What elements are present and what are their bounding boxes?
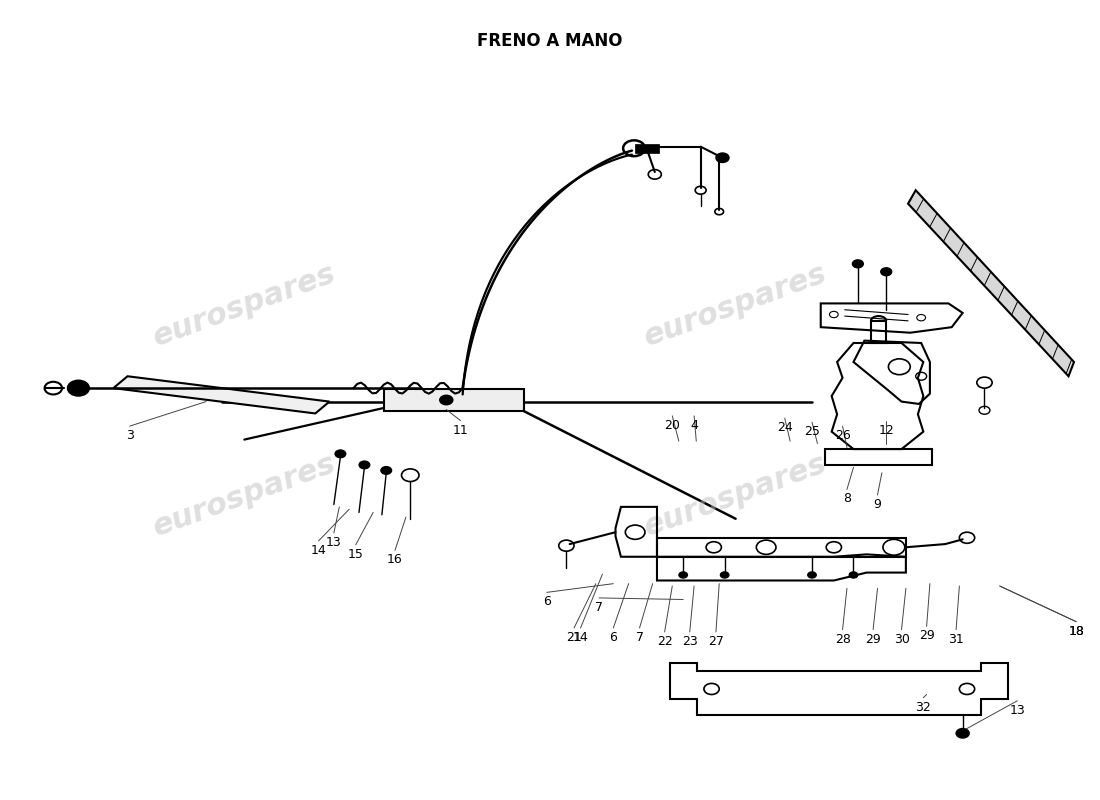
- Text: 11: 11: [452, 423, 469, 437]
- Circle shape: [881, 268, 892, 276]
- Circle shape: [440, 395, 453, 405]
- Text: 22: 22: [657, 635, 672, 648]
- Bar: [657, 538, 906, 557]
- Text: 18: 18: [1068, 625, 1085, 638]
- Text: 27: 27: [708, 635, 724, 648]
- Text: 31: 31: [948, 633, 964, 646]
- Circle shape: [849, 572, 858, 578]
- Circle shape: [359, 461, 370, 469]
- Circle shape: [679, 572, 688, 578]
- Text: 24: 24: [777, 422, 793, 434]
- Bar: [825, 449, 932, 465]
- Circle shape: [67, 380, 89, 396]
- Text: 23: 23: [682, 635, 697, 648]
- Text: 13: 13: [326, 536, 342, 549]
- Text: 13: 13: [1010, 704, 1025, 717]
- Polygon shape: [909, 190, 1074, 376]
- Text: 32: 32: [915, 701, 932, 714]
- Text: 29: 29: [918, 630, 935, 642]
- Text: 8: 8: [843, 493, 851, 506]
- Text: 21: 21: [566, 631, 582, 644]
- Circle shape: [807, 572, 816, 578]
- Circle shape: [720, 572, 729, 578]
- Circle shape: [852, 260, 864, 268]
- Text: 25: 25: [804, 425, 820, 438]
- Text: 3: 3: [125, 429, 133, 442]
- Circle shape: [716, 153, 729, 162]
- Text: 6: 6: [609, 631, 617, 644]
- Text: eurospares: eurospares: [640, 449, 832, 542]
- Text: 4: 4: [690, 419, 698, 432]
- Bar: [635, 143, 659, 153]
- Text: eurospares: eurospares: [148, 449, 340, 542]
- Text: 9: 9: [873, 498, 881, 511]
- Text: 14: 14: [573, 631, 588, 644]
- Text: 12: 12: [879, 423, 894, 437]
- Circle shape: [334, 450, 345, 458]
- Text: 7: 7: [595, 601, 603, 614]
- Text: 7: 7: [636, 631, 644, 644]
- Text: 6: 6: [542, 595, 551, 608]
- Polygon shape: [113, 376, 330, 414]
- Text: 16: 16: [387, 554, 403, 566]
- Text: 30: 30: [893, 633, 910, 646]
- Bar: [384, 389, 524, 411]
- Text: 29: 29: [866, 633, 881, 646]
- Text: eurospares: eurospares: [640, 258, 832, 351]
- Text: 20: 20: [664, 419, 680, 432]
- Text: 14: 14: [310, 544, 327, 557]
- Text: 18: 18: [1068, 625, 1085, 638]
- Circle shape: [381, 466, 392, 474]
- Text: 15: 15: [348, 548, 364, 561]
- Bar: [871, 321, 887, 343]
- Circle shape: [956, 729, 969, 738]
- Text: 28: 28: [835, 633, 850, 646]
- Text: 26: 26: [835, 429, 850, 442]
- Text: eurospares: eurospares: [148, 258, 340, 351]
- Text: FRENO A MANO: FRENO A MANO: [477, 32, 623, 50]
